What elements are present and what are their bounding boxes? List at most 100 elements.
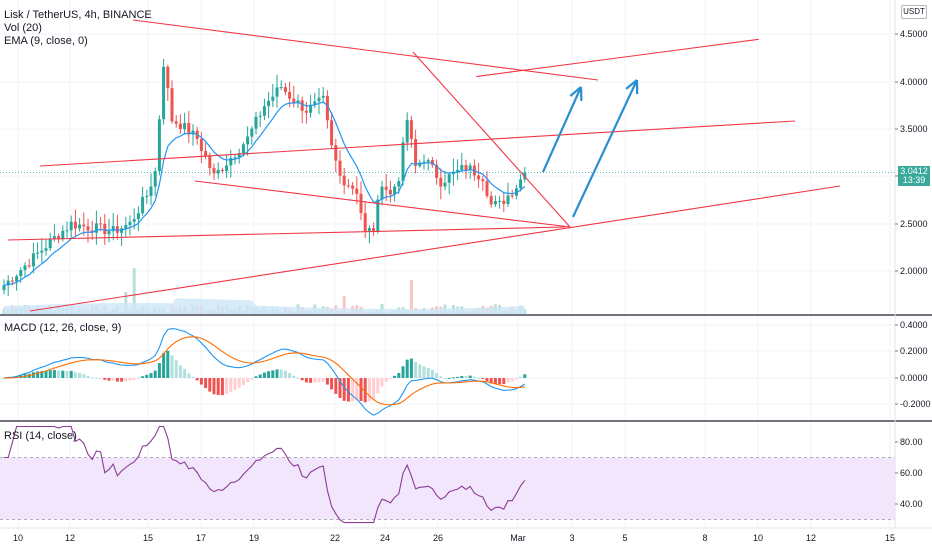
macd-histogram-bar — [111, 378, 115, 381]
macd-histogram-bar — [258, 374, 262, 378]
candle-body — [174, 121, 178, 124]
macd-histogram-bar — [296, 377, 300, 379]
macd-histogram-bar — [334, 378, 338, 394]
x-tick-label: 15 — [143, 533, 153, 543]
macd-tick-label: 0.0000 — [900, 373, 928, 383]
candle-body — [271, 96, 275, 101]
macd-histogram-bar — [414, 361, 418, 378]
candle-body — [422, 161, 426, 163]
candle-body — [86, 226, 90, 231]
candle-body — [132, 219, 136, 222]
macd-histogram-bar — [52, 369, 56, 378]
candle-body — [107, 231, 111, 235]
upper-channel-line — [476, 38, 759, 78]
macd-histogram-bar — [514, 378, 518, 380]
candle-body — [489, 196, 493, 205]
rsi-tick-label: 40.00 — [900, 499, 923, 509]
last-price-value: 3.0412 — [900, 166, 928, 176]
candle-body — [321, 95, 325, 98]
macd-histogram-bar — [94, 377, 98, 379]
macd-histogram-bar — [267, 371, 271, 378]
macd-histogram-bar — [233, 378, 237, 390]
candle-body — [468, 165, 472, 171]
price-tick-label: 2.5000 — [900, 219, 928, 229]
trend-drawings[interactable] — [0, 19, 895, 312]
macd-histogram-bar — [115, 378, 119, 382]
candle-body — [288, 91, 292, 99]
macd-histogram-bar — [225, 378, 229, 394]
candle-body — [36, 252, 40, 254]
candle-body — [376, 199, 380, 232]
projection-arrow — [541, 86, 583, 173]
volume-bar — [124, 292, 128, 314]
candle-body — [27, 265, 31, 267]
rsi-legend[interactable]: RSI (14, close) — [4, 430, 77, 442]
macd-histogram-bar — [166, 350, 170, 378]
macd-histogram-bar — [36, 371, 40, 378]
macd-histogram-bar — [338, 378, 342, 398]
macd-histogram-bar — [304, 378, 308, 383]
projection-arrow — [572, 79, 638, 218]
candle-body — [237, 153, 241, 158]
macd-histogram-bar — [174, 360, 178, 378]
candle-body — [229, 158, 233, 166]
currency-badge[interactable]: USDT — [901, 5, 927, 19]
candle-body — [103, 223, 107, 235]
candle-body — [460, 165, 464, 170]
candle-body — [493, 201, 497, 205]
candle-body — [334, 145, 338, 161]
volume-ma-area — [4, 298, 525, 314]
macd-histogram-bar — [502, 378, 506, 385]
macd-histogram-bar — [2, 378, 6, 379]
macd-histogram-bar — [384, 378, 388, 382]
macd-histogram-bar — [145, 374, 149, 378]
macd-histogram-bar — [191, 376, 195, 378]
x-tick-label: 26 — [433, 533, 443, 543]
candle-body — [120, 228, 124, 233]
candle-body — [355, 188, 359, 194]
candle-body — [128, 221, 132, 226]
macd-histogram-bar — [271, 370, 275, 378]
macd-histogram-bar — [397, 372, 401, 378]
candle-body — [346, 185, 350, 187]
candle-body — [351, 185, 355, 189]
candle-body — [313, 101, 317, 105]
candle-body — [510, 195, 514, 197]
macd-histogram-bar — [292, 375, 296, 378]
macd-histogram-bar — [330, 378, 334, 390]
trend-line — [132, 19, 599, 81]
ema-legend[interactable]: EMA (9, close, 0) — [4, 35, 88, 47]
trend-line — [7, 226, 566, 241]
candle-body — [162, 66, 166, 120]
x-tick-label: 12 — [806, 533, 816, 543]
volume-legend[interactable]: Vol (20) — [4, 22, 42, 34]
candle-body — [183, 123, 187, 130]
arrow-head — [625, 79, 638, 90]
y-axis[interactable]: 4.50004.00003.50003.00002.50002.00000.40… — [895, 29, 931, 509]
x-tick-label: 19 — [249, 533, 259, 543]
candle-body — [225, 165, 229, 172]
candle-body — [405, 120, 409, 143]
macd-legend[interactable]: MACD (12, 26, close, 9) — [4, 322, 122, 334]
candle-body — [15, 276, 19, 282]
pane-dividers[interactable] — [0, 0, 932, 529]
macd-histogram-bar — [288, 373, 292, 378]
macd-line — [3, 328, 526, 416]
candle-body — [502, 200, 506, 205]
candle-body — [99, 223, 103, 225]
macd-histogram-bar — [426, 367, 430, 378]
macd-tick-label: 0.4000 — [900, 320, 928, 330]
candle-body — [204, 151, 208, 157]
candle-body — [94, 223, 98, 233]
candle-body — [52, 236, 56, 239]
x-axis[interactable]: 10 12 15 17 19 22 24 26 Mar 3 5 8 10 12 15 — [13, 533, 895, 543]
macd-histogram-bar — [208, 378, 212, 392]
symbol-title: Lisk / TetherUS, 4h, BINANCE — [4, 9, 152, 21]
candle-body — [246, 136, 250, 145]
candle-body — [498, 200, 502, 202]
x-tick-label: 10 — [13, 533, 23, 543]
candle-body — [40, 250, 44, 253]
grid-lines — [0, 0, 895, 528]
macd-histogram-bar — [153, 370, 157, 378]
